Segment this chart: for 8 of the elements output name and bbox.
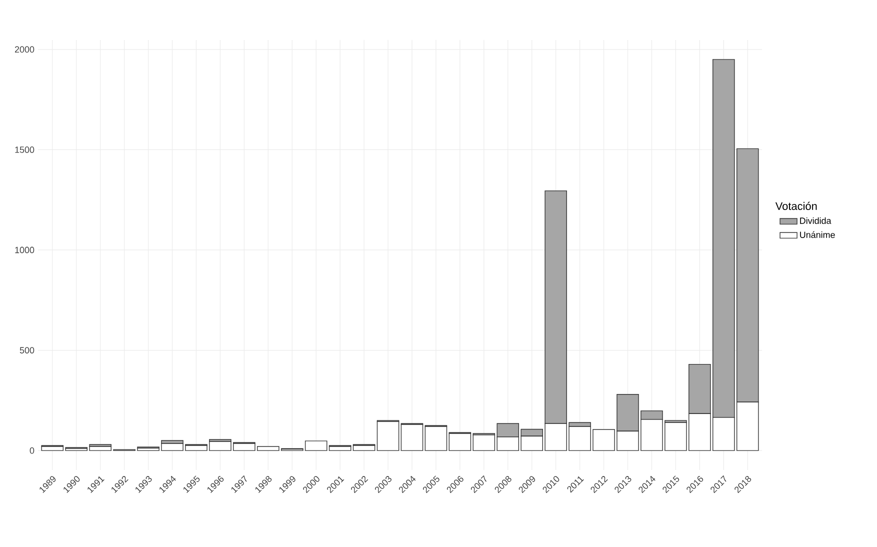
- y-tick-label: 1000: [15, 246, 34, 254]
- y-tick-label: 1500: [15, 146, 34, 153]
- y-tick-label: 0: [30, 447, 34, 454]
- y-tick-label: 2000: [14, 46, 34, 53]
- legend-label: Dividida: [800, 217, 832, 224]
- legend-title: Votación: [775, 202, 817, 210]
- legend-label: Unánime: [800, 231, 835, 238]
- y-tick-label: 500: [20, 347, 34, 354]
